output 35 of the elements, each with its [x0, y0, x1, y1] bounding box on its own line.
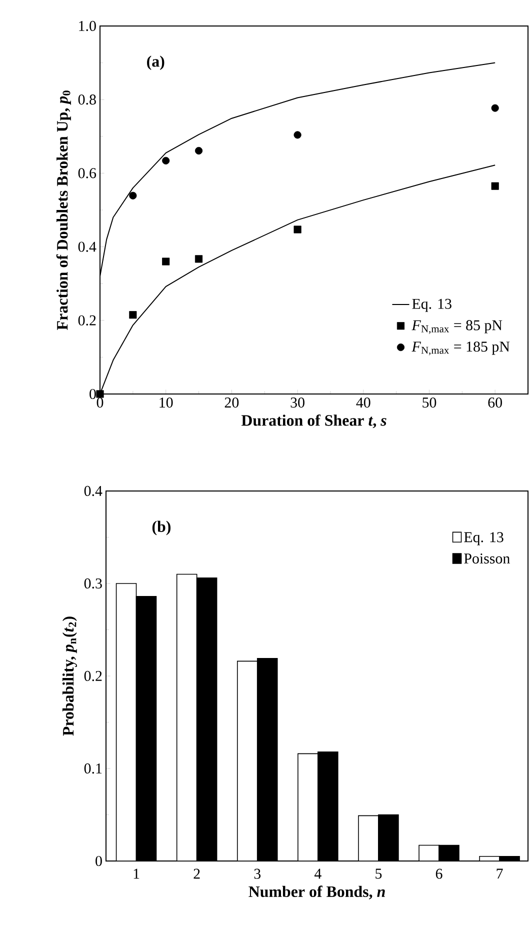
y-tick-label: 0.8	[78, 94, 96, 105]
x-tick-label: 2	[194, 868, 200, 879]
x-axis-title: Number of Bonds, n	[248, 886, 385, 900]
annotation: (a)	[147, 56, 164, 70]
y-tick-label: 0.2	[78, 315, 96, 326]
legend-label: Eq. 13	[464, 532, 504, 546]
legend-label: Eq. 13	[412, 298, 452, 312]
y-tick-label: 0.4	[78, 242, 96, 252]
legend-label: F$_{N,max}$ = 85 pN	[412, 320, 502, 334]
y-axis-title: Fraction of Doublets Broken Up, p$_{0}$	[56, 90, 71, 330]
legend-label: F$_{N,max}$ = 185 pN	[412, 342, 510, 356]
y-tick-label: 1.0	[79, 20, 96, 32]
y-tick-label: 0	[96, 856, 102, 866]
x-tick-label: 5	[376, 868, 382, 879]
y-tick-label: 0.3	[84, 578, 102, 589]
x-tick-label: 20	[224, 398, 239, 408]
x-tick-label: 3	[254, 868, 261, 879]
legend-label: Poisson	[464, 554, 510, 564]
y-tick-label: 0	[90, 388, 96, 400]
y-tick-label: 0.1	[84, 763, 102, 774]
x-tick-label: 10	[160, 398, 173, 408]
x-tick-label: 7	[496, 868, 503, 879]
x-tick-label: 40	[356, 398, 370, 408]
x-axis-title: Duration of Shear t, s	[241, 414, 386, 428]
x-tick-label: 4	[314, 868, 322, 879]
y-tick-label: 0.4	[84, 486, 102, 496]
y-tick-label: 0.6	[78, 168, 96, 178]
x-tick-label: 50	[422, 398, 436, 408]
y-tick-label: 0.2	[84, 670, 102, 682]
annotation: (b)	[152, 520, 171, 536]
x-tick-label: 30	[290, 398, 304, 408]
x-tick-label: 60	[488, 398, 502, 408]
x-tick-label: 6	[436, 868, 442, 879]
y-axis-title: Probability, p$_{n}$(t$_{2}$)	[62, 616, 77, 736]
x-tick-label: 1	[134, 868, 140, 879]
